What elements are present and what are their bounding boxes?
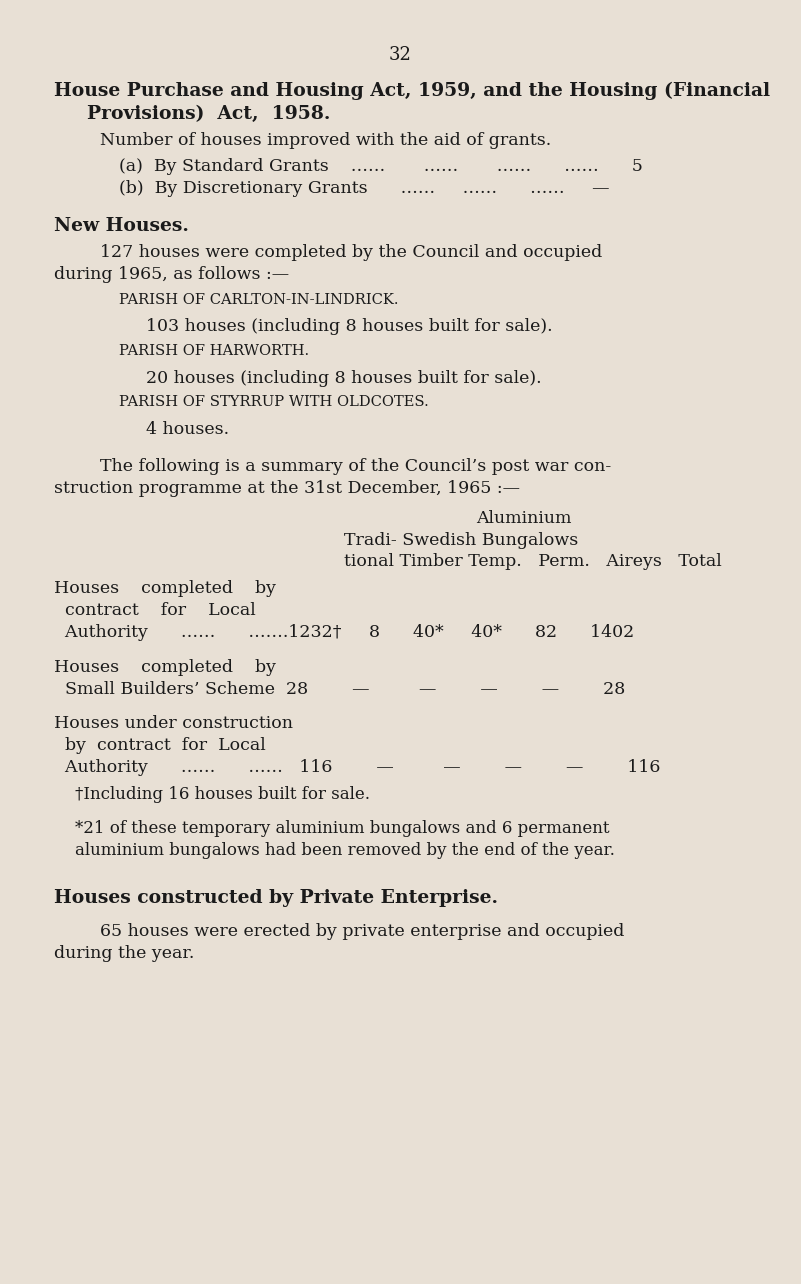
- Text: Tradi- Swedish Bungalows: Tradi- Swedish Bungalows: [344, 532, 578, 548]
- Text: 65 houses were erected by private enterprise and occupied: 65 houses were erected by private enterp…: [100, 923, 625, 940]
- Text: (b)  By Discretionary Grants      ……     ……      ……     —: (b) By Discretionary Grants …… …… …… —: [119, 180, 609, 196]
- Text: 103 houses (including 8 houses built for sale).: 103 houses (including 8 houses built for…: [146, 318, 553, 335]
- Text: during 1965, as follows :—: during 1965, as follows :—: [54, 266, 290, 282]
- Text: tional Timber Temp.   Perm.   Aireys   Total: tional Timber Temp. Perm. Aireys Total: [344, 553, 723, 570]
- Text: New Houses.: New Houses.: [54, 217, 189, 235]
- Text: 32: 32: [389, 46, 412, 64]
- Text: by  contract  for  Local: by contract for Local: [54, 737, 266, 754]
- Text: Houses under construction: Houses under construction: [54, 715, 293, 732]
- Text: †Including 16 houses built for sale.: †Including 16 houses built for sale.: [54, 786, 371, 802]
- Text: Houses    completed    by: Houses completed by: [54, 659, 276, 675]
- Text: 127 houses were completed by the Council and occupied: 127 houses were completed by the Council…: [100, 244, 602, 261]
- Text: PARISH OF STYRRUP WITH OLDCOTES.: PARISH OF STYRRUP WITH OLDCOTES.: [119, 395, 429, 410]
- Text: 4 houses.: 4 houses.: [146, 421, 229, 438]
- Text: Provisions)  Act,  1958.: Provisions) Act, 1958.: [87, 105, 330, 123]
- Text: Aluminium: Aluminium: [477, 510, 572, 526]
- Text: PARISH OF HARWORTH.: PARISH OF HARWORTH.: [119, 344, 308, 358]
- Text: struction programme at the 31st December, 1965 :—: struction programme at the 31st December…: [54, 480, 521, 497]
- Text: aluminium bungalows had been removed by the end of the year.: aluminium bungalows had been removed by …: [54, 842, 615, 859]
- Text: Authority      ……      ……   116        —         —        —        —        116: Authority …… …… 116 — — — — 116: [54, 759, 661, 776]
- Text: Houses    completed    by: Houses completed by: [54, 580, 276, 597]
- Text: Houses constructed by Private Enterprise.: Houses constructed by Private Enterprise…: [54, 889, 498, 907]
- Text: PARISH OF CARLTON-IN-LINDRICK.: PARISH OF CARLTON-IN-LINDRICK.: [119, 293, 398, 307]
- Text: (a)  By Standard Grants    ……       ……       ……      ……      5: (a) By Standard Grants …… …… …… …… 5: [119, 158, 642, 175]
- Text: Authority      ……      …….1232†     8      40*     40*      82      1402: Authority …… …….1232† 8 40* 40* 82 1402: [54, 624, 634, 641]
- Text: 20 houses (including 8 houses built for sale).: 20 houses (including 8 houses built for …: [146, 370, 541, 386]
- Text: *21 of these temporary aluminium bungalows and 6 permanent: *21 of these temporary aluminium bungalo…: [54, 820, 610, 837]
- Text: The following is a summary of the Council’s post war con-: The following is a summary of the Counci…: [100, 458, 611, 475]
- Text: Small Builders’ Scheme  28        —         —        —        —        28: Small Builders’ Scheme 28 — — — — 28: [54, 681, 626, 697]
- Text: House Purchase and Housing Act, 1959, and the Housing (Financial: House Purchase and Housing Act, 1959, an…: [54, 82, 771, 100]
- Text: Number of houses improved with the aid of grants.: Number of houses improved with the aid o…: [100, 132, 551, 149]
- Text: during the year.: during the year.: [54, 945, 195, 962]
- Text: contract    for    Local: contract for Local: [54, 602, 256, 619]
